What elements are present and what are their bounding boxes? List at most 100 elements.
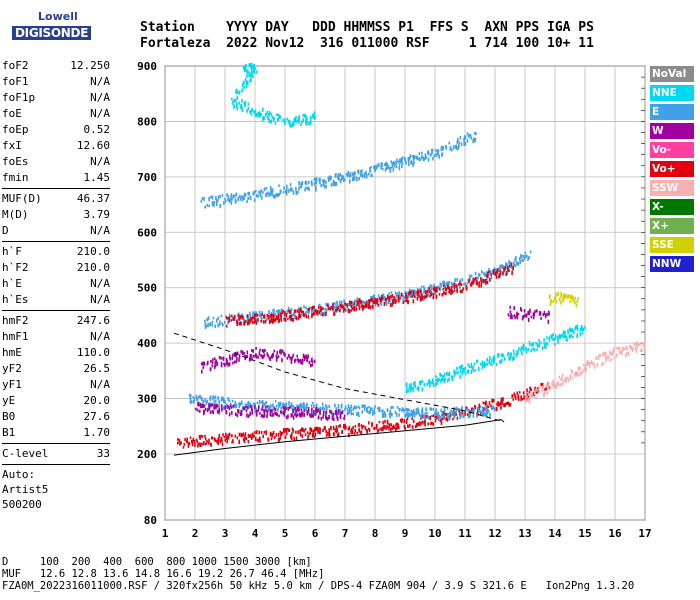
echo-point	[297, 407, 299, 412]
echo-point	[260, 319, 262, 323]
echo-point	[200, 199, 203, 203]
echo-point	[213, 437, 216, 441]
echo-point	[512, 266, 514, 271]
echo-point	[219, 203, 221, 209]
echo-point	[527, 311, 529, 315]
echo-point	[339, 309, 341, 313]
echo-point	[577, 328, 579, 332]
echo-point	[357, 411, 360, 416]
echo-point	[535, 342, 537, 345]
echo-point	[444, 292, 446, 295]
echo-point	[212, 395, 214, 399]
echo-point	[604, 354, 607, 359]
echo-point	[330, 183, 333, 187]
echo-point	[587, 361, 590, 365]
echo-point	[286, 356, 289, 360]
param-name: B0	[2, 410, 16, 423]
echo-point	[432, 381, 435, 386]
echo-point	[356, 300, 359, 304]
echo-point	[251, 65, 253, 70]
echo-point	[627, 351, 630, 356]
echo-point	[209, 367, 212, 370]
echo-point	[336, 300, 338, 305]
header-labels: Station YYYY DAY DDD HHMMSS P1 FFS S AXN…	[140, 20, 594, 35]
echo-point	[382, 420, 384, 425]
echo-point	[228, 354, 231, 359]
echo-point	[409, 386, 412, 391]
echo-point	[466, 413, 469, 417]
echo-point	[442, 288, 445, 291]
echo-point	[436, 380, 438, 385]
echo-point	[493, 358, 496, 362]
echo-point	[640, 341, 642, 345]
echo-point	[207, 360, 209, 365]
echo-trace	[200, 131, 477, 209]
echo-point	[446, 414, 449, 418]
echo-point	[245, 437, 248, 441]
echo-point	[429, 381, 432, 385]
echo-point	[253, 110, 255, 114]
echo-point	[502, 354, 505, 358]
echo-point	[406, 417, 409, 421]
echo-point	[530, 348, 533, 352]
echo-point	[272, 430, 275, 435]
echo-point	[443, 291, 445, 295]
echo-point	[520, 254, 523, 259]
echo-point	[496, 270, 498, 275]
echo-point	[483, 279, 485, 284]
echo-point	[603, 351, 606, 355]
echo-point	[409, 413, 411, 417]
echo-point	[377, 162, 380, 167]
echo-point	[328, 415, 330, 420]
echo-point	[483, 272, 485, 276]
echo-point	[244, 100, 247, 105]
echo-point	[473, 362, 476, 366]
echo-point	[284, 405, 286, 411]
echo-point	[290, 308, 293, 312]
echo-point	[368, 405, 370, 409]
echo-point	[590, 360, 592, 364]
echo-point	[363, 300, 365, 305]
echo-point	[432, 414, 434, 418]
echo-point	[276, 404, 278, 408]
echo-point	[203, 411, 205, 416]
echo-point	[447, 373, 449, 377]
echo-point	[567, 294, 570, 298]
echo-point	[307, 434, 309, 440]
echo-point	[342, 310, 345, 313]
echo-point	[225, 432, 227, 436]
echo-point	[358, 177, 360, 181]
echo-point	[453, 372, 456, 377]
echo-point	[265, 400, 267, 405]
echo-point	[251, 317, 253, 320]
echo-point	[238, 322, 241, 326]
echo-point	[206, 408, 209, 413]
echo-point	[254, 313, 257, 318]
echo-point	[429, 294, 431, 298]
echo-point	[248, 191, 250, 195]
echo-point	[435, 382, 437, 387]
echo-point	[509, 356, 511, 361]
echo-point	[290, 359, 293, 365]
echo-point	[467, 409, 470, 413]
echo-point	[239, 197, 242, 201]
echo-point	[206, 203, 209, 207]
echo-point	[332, 179, 335, 183]
echo-point	[574, 300, 576, 305]
param-value: N/A	[90, 378, 110, 391]
echo-point	[480, 281, 483, 285]
echo-point	[347, 404, 350, 409]
echo-point	[236, 313, 239, 317]
echo-point	[225, 406, 228, 409]
echo-point	[485, 281, 487, 285]
echo-point	[298, 405, 301, 409]
echo-point	[243, 321, 246, 326]
echo-point	[189, 393, 192, 398]
echo-point	[249, 413, 252, 416]
echo-point	[503, 403, 505, 408]
echo-point	[241, 315, 244, 320]
echo-point	[401, 164, 403, 168]
echo-point	[278, 414, 280, 418]
echo-point	[492, 356, 495, 360]
echo-point	[486, 272, 488, 276]
